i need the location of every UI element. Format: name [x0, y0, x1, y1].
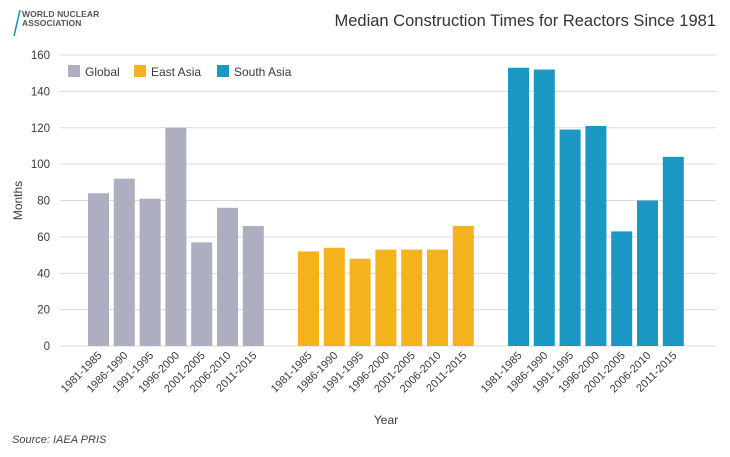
bar: [401, 249, 423, 346]
bar: [662, 156, 684, 346]
logo-slash-icon: [13, 9, 21, 37]
x-axis-label: Year: [374, 413, 398, 427]
bar: [611, 231, 633, 346]
y-tick-label: 100: [31, 159, 50, 171]
legend-swatch: [68, 65, 80, 77]
y-tick-label: 60: [37, 232, 50, 244]
bar: [533, 69, 555, 347]
bar: [452, 225, 474, 346]
bar: [242, 225, 264, 346]
bar: [217, 207, 238, 346]
bar: [559, 129, 581, 346]
legend-label: South Asia: [234, 65, 292, 79]
bar: [349, 258, 371, 346]
y-axis-label: Months: [11, 181, 25, 220]
bar: [508, 67, 529, 346]
y-tick-label: 80: [37, 196, 50, 208]
bar: [139, 198, 161, 346]
bar: [191, 242, 213, 346]
legend-label: Global: [85, 65, 120, 79]
y-tick-label: 160: [31, 50, 50, 62]
bar: [113, 178, 135, 346]
logo-text-line2: ASSOCIATION: [22, 18, 82, 28]
y-tick-label: 120: [31, 123, 50, 135]
y-tick-label: 140: [31, 86, 50, 98]
bar: [585, 125, 607, 347]
bar: [427, 249, 448, 346]
y-tick-label: 0: [44, 341, 50, 353]
legend-swatch: [217, 65, 229, 77]
bar: [298, 251, 319, 346]
world-nuclear-logo: WORLD NUCLEAR ASSOCIATION: [12, 9, 102, 37]
chart-title: Median Construction Times for Reactors S…: [334, 12, 716, 30]
logo-text-line1: WORLD NUCLEAR: [22, 9, 100, 19]
legend-label: East Asia: [151, 65, 201, 79]
bar: [637, 200, 658, 346]
bar: [323, 247, 345, 346]
y-tick-label: 40: [37, 268, 50, 280]
legend-swatch: [134, 65, 146, 77]
bar: [375, 249, 397, 346]
y-tick-label: 20: [37, 305, 50, 317]
bar: [165, 127, 187, 346]
source-note: Source: IAEA PRIS: [12, 434, 107, 446]
bar: [88, 193, 109, 346]
